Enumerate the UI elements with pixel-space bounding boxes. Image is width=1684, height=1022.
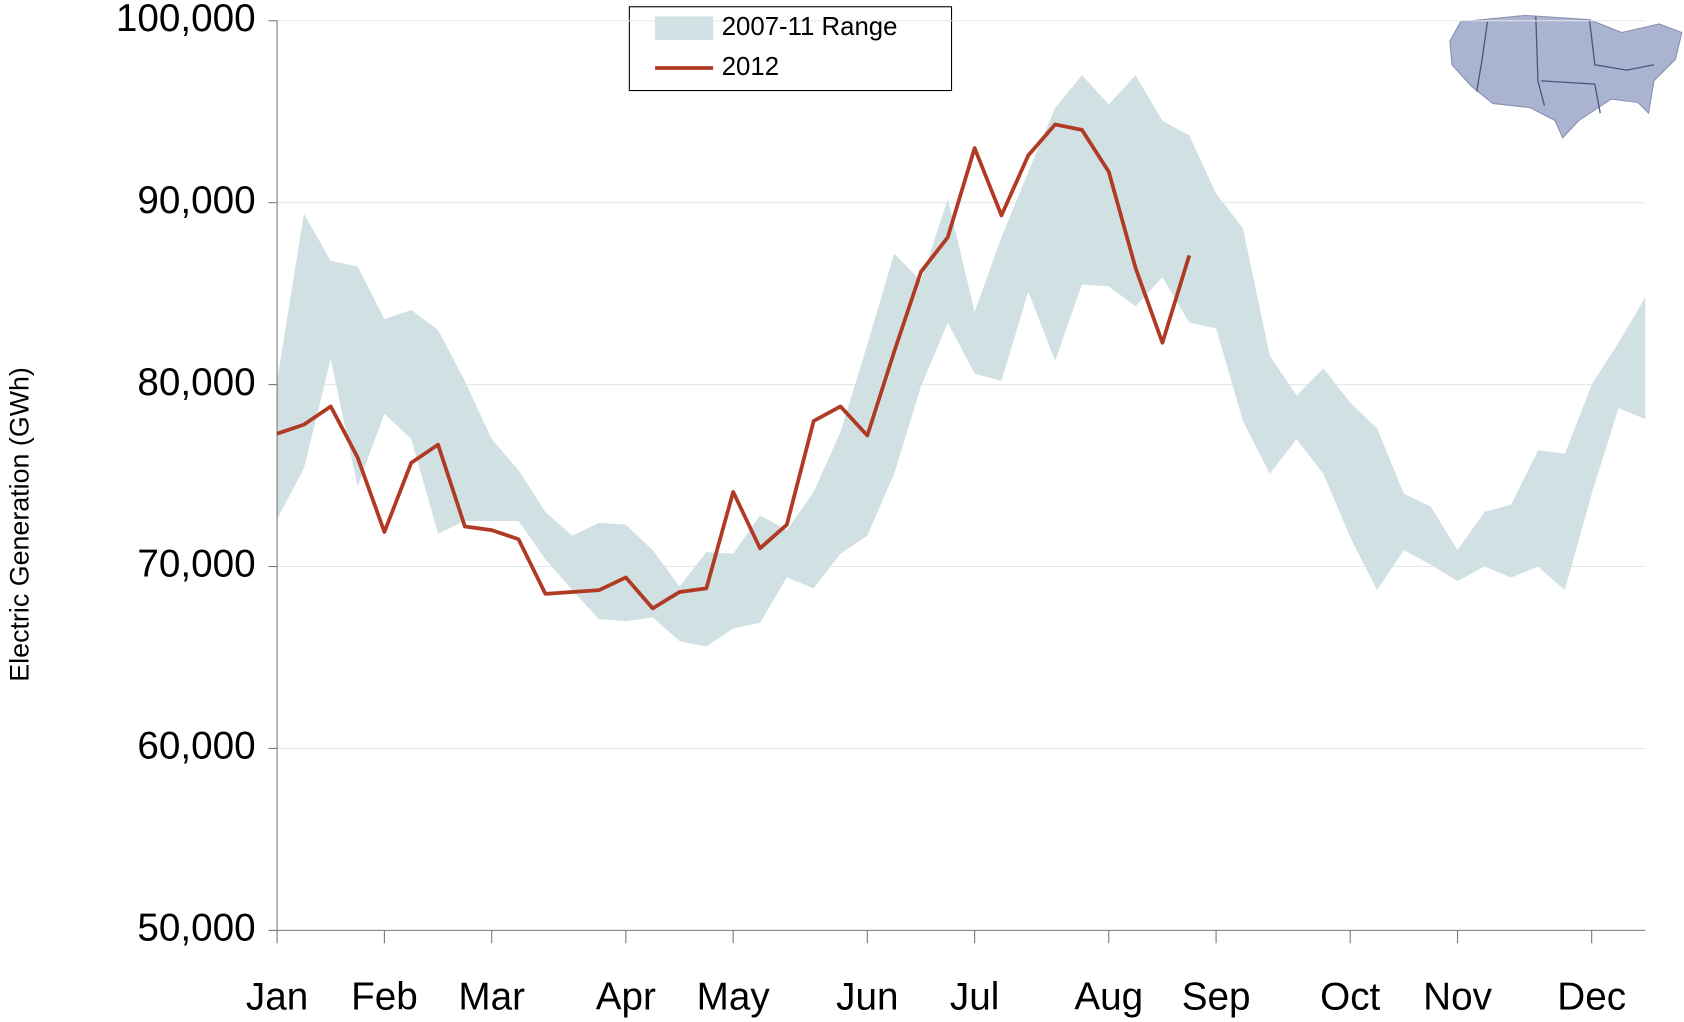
- y-tick-label: 50,000: [137, 907, 255, 950]
- y-tick-label: 70,000: [137, 543, 255, 586]
- x-tick-label: Nov: [1423, 975, 1492, 1018]
- line-2012: [276, 122, 1192, 611]
- y-tick-label: 100,000: [116, 0, 256, 40]
- x-tick-label: Jan: [246, 975, 308, 1018]
- y-tick-label: 60,000: [137, 725, 255, 768]
- legend-swatch: [655, 16, 714, 41]
- y-tick-label: 80,000: [137, 361, 255, 404]
- x-tick-label: Jun: [836, 975, 898, 1018]
- x-tick-label: Sep: [1182, 975, 1251, 1018]
- x-tick-label: Aug: [1074, 975, 1143, 1018]
- x-tick-label: Feb: [351, 975, 418, 1018]
- us-map-inset: [1449, 14, 1683, 139]
- y-tick-label: 90,000: [137, 179, 255, 222]
- legend-label: 2007-11 Range: [722, 13, 898, 41]
- x-tick-label: Mar: [458, 975, 525, 1018]
- x-tick-label: Oct: [1320, 975, 1380, 1018]
- x-tick-label: Apr: [596, 975, 656, 1018]
- x-tick-label: Dec: [1557, 975, 1626, 1018]
- x-tick-label: Jul: [950, 975, 999, 1018]
- x-tick-label: May: [697, 975, 771, 1018]
- legend-label: 2012: [722, 53, 779, 81]
- y-axis-label: Electric Generation (GWh): [5, 367, 35, 682]
- range-band: [277, 75, 1646, 647]
